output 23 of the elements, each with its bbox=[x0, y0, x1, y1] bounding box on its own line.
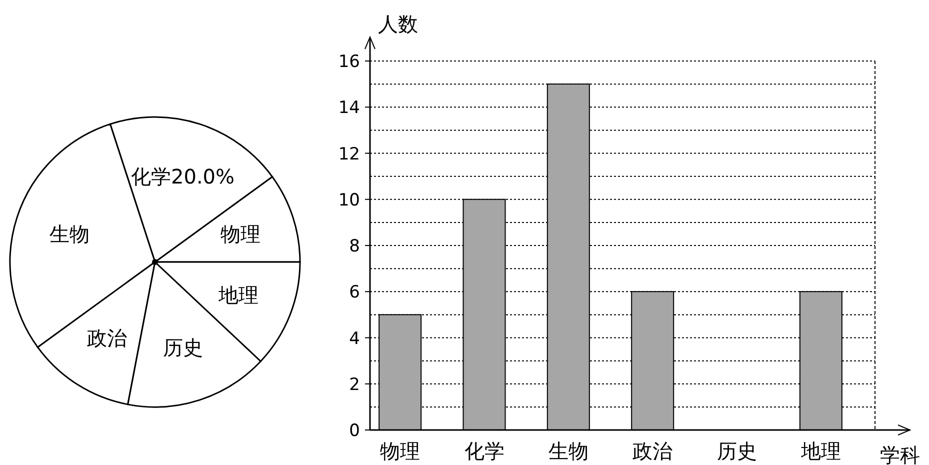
x-tick-label: 历史 bbox=[716, 439, 757, 463]
x-tick-label: 政治 bbox=[632, 439, 673, 463]
y-tick-label: 4 bbox=[349, 328, 360, 349]
y-tick-label: 14 bbox=[338, 98, 360, 118]
slice-label: 物理 bbox=[220, 222, 260, 246]
y-tick-label: 8 bbox=[349, 236, 360, 256]
slice-label: 生物 bbox=[50, 222, 90, 246]
y-tick-label: 10 bbox=[338, 190, 360, 210]
x-tick-label: 生物 bbox=[548, 439, 588, 463]
slice-label: 地理 bbox=[218, 283, 259, 308]
slice-label: 政治 bbox=[86, 326, 127, 350]
y-axis-title: 人数 bbox=[378, 12, 418, 36]
slice-label: 化学20.0% bbox=[131, 164, 235, 188]
x-tick-label: 物理 bbox=[380, 439, 420, 463]
y-tick-label: 12 bbox=[338, 144, 360, 164]
x-axis-title: 学科 bbox=[880, 443, 920, 465]
x-tick-label: 地理 bbox=[800, 439, 841, 463]
x-tick-label: 化学 bbox=[464, 439, 504, 463]
slice-label: 历史 bbox=[162, 336, 203, 360]
y-tick-label: 0 bbox=[349, 421, 360, 441]
y-tick-label: 16 bbox=[338, 52, 360, 72]
y-tick-label: 2 bbox=[349, 374, 360, 395]
y-tick-label: 6 bbox=[349, 282, 360, 303]
